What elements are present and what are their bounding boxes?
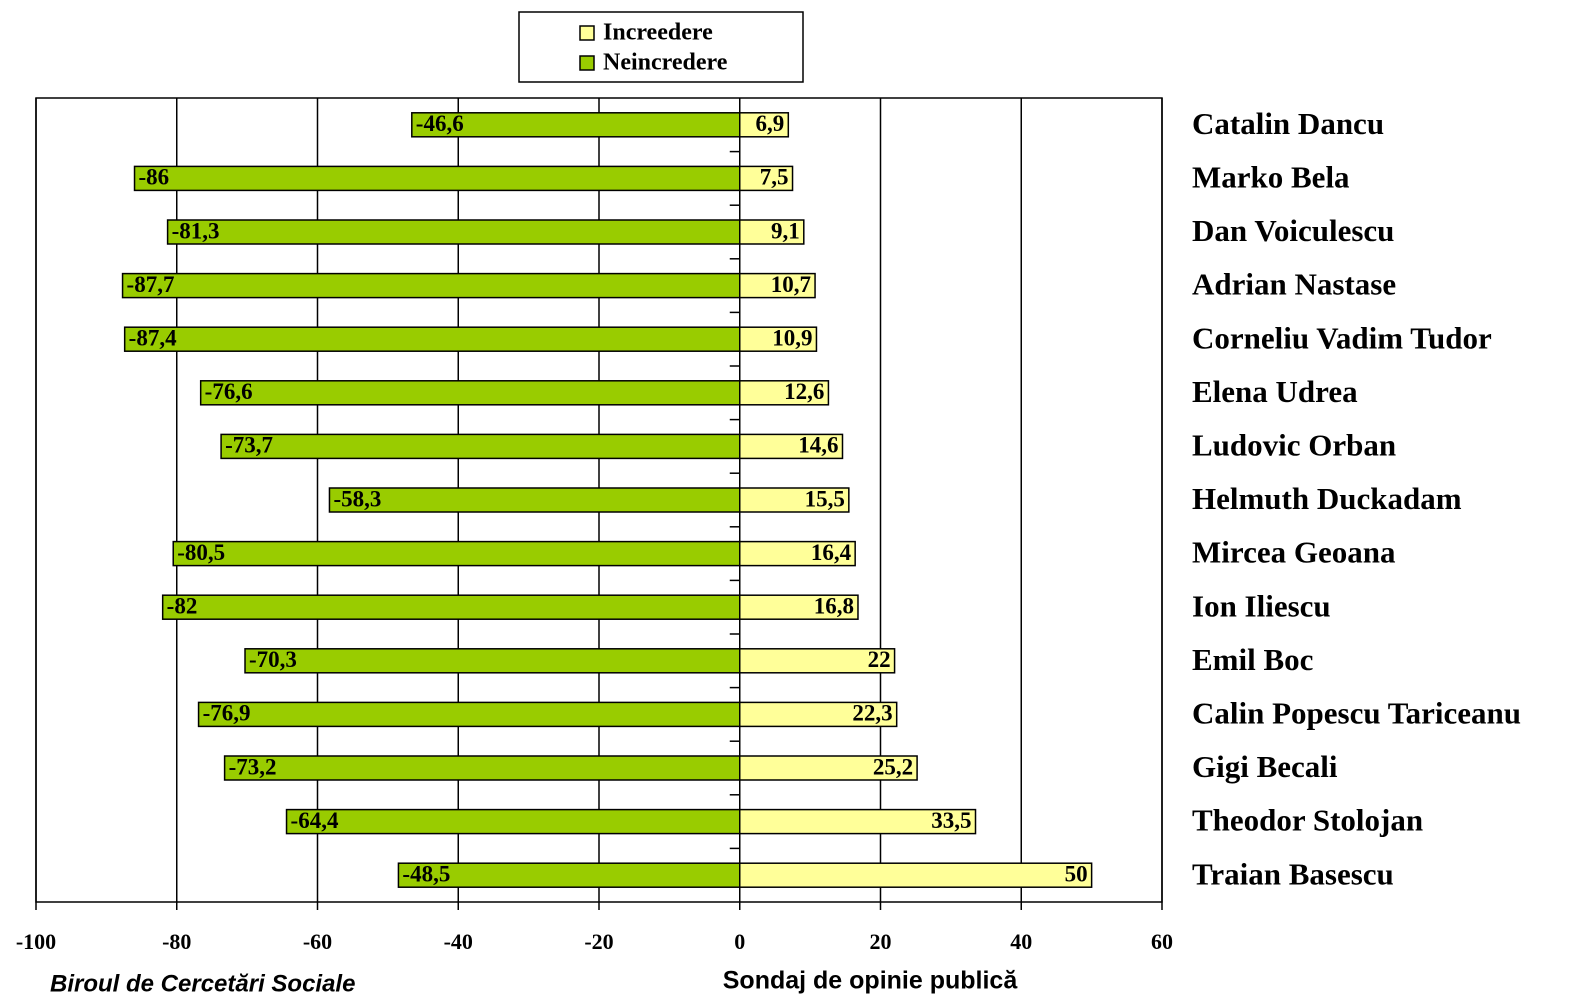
bar <box>121 272 741 299</box>
bar <box>739 540 856 567</box>
data-label: 16,4 <box>811 540 852 565</box>
bar <box>244 648 741 674</box>
data-label: -58,3 <box>333 486 381 511</box>
bar <box>161 594 741 620</box>
bar <box>739 487 850 513</box>
data-label: 10,7 <box>771 272 811 297</box>
category-label: Helmuth Duckadam <box>1192 481 1462 516</box>
x-tick-label: 20 <box>870 929 892 954</box>
bar <box>739 380 830 406</box>
category-label: Ludovic Orban <box>1192 428 1396 463</box>
bar <box>739 755 918 781</box>
legend-box <box>518 11 804 83</box>
legend-swatch <box>579 55 595 71</box>
data-label: 10,9 <box>772 325 812 350</box>
bar <box>739 594 859 620</box>
category-label: Theodor Stolojan <box>1192 803 1423 838</box>
bar <box>197 701 741 728</box>
bar <box>328 487 741 513</box>
category-label: Calin Popescu Tariceanu <box>1192 696 1521 731</box>
category-label: Marko Bela <box>1192 160 1350 195</box>
data-label: -76,6 <box>205 379 253 404</box>
bar <box>739 433 844 460</box>
data-label: -64,4 <box>291 808 339 833</box>
data-label: 16,8 <box>814 593 854 618</box>
bar <box>739 112 790 138</box>
category-label: Adrian Nastase <box>1192 267 1396 302</box>
legend-swatch <box>579 25 595 41</box>
data-label: -48,5 <box>402 861 450 886</box>
data-label: 25,2 <box>873 754 913 779</box>
data-label: -82 <box>167 593 198 618</box>
data-label: -76,9 <box>203 701 251 726</box>
bar <box>739 648 896 674</box>
bar <box>411 112 741 138</box>
bar <box>739 701 898 728</box>
data-label: 22 <box>868 647 891 672</box>
data-label: -81,3 <box>172 218 220 243</box>
bar <box>166 219 741 245</box>
category-label: Traian Basescu <box>1192 856 1394 891</box>
data-label: -87,4 <box>129 325 177 350</box>
x-tick-label: -20 <box>584 929 613 954</box>
bar <box>739 165 794 192</box>
x-tick-label: -80 <box>162 929 191 954</box>
data-label: 7,5 <box>760 165 789 190</box>
data-label: -46,6 <box>416 111 464 136</box>
bar <box>739 862 1093 888</box>
data-label: -73,2 <box>229 754 277 779</box>
bar <box>172 540 741 567</box>
category-label: Mircea Geoana <box>1192 535 1396 570</box>
category-label: Emil Boc <box>1192 642 1313 677</box>
data-label: -80,5 <box>177 540 225 565</box>
data-label: 22,3 <box>852 701 892 726</box>
category-label: Catalin Dancu <box>1192 106 1384 141</box>
data-label: 15,5 <box>805 486 845 511</box>
bar <box>199 380 741 406</box>
category-label: Corneliu Vadim Tudor <box>1192 320 1492 355</box>
data-label: 33,5 <box>931 808 971 833</box>
category-label: Gigi Becali <box>1192 749 1338 784</box>
data-label: 9,1 <box>771 218 800 243</box>
category-label: Elena Udrea <box>1192 374 1358 409</box>
x-tick-label: 60 <box>1151 929 1173 954</box>
bar <box>133 165 741 192</box>
data-label: 6,9 <box>756 111 785 136</box>
bar <box>123 326 741 352</box>
source-note: Biroul de Cercetări Sociale <box>50 970 355 997</box>
data-label: 12,6 <box>784 379 824 404</box>
x-tick-label: 40 <box>1010 929 1032 954</box>
data-label: 50 <box>1065 861 1088 886</box>
data-label: -86 <box>139 165 170 190</box>
category-label: Ion Iliescu <box>1192 588 1331 623</box>
bar <box>285 808 741 835</box>
x-tick-label: -40 <box>444 929 473 954</box>
bar <box>220 433 741 460</box>
legend-label: Neincredere <box>603 50 728 76</box>
bar <box>223 755 741 781</box>
x-tick-label: 0 <box>734 929 745 954</box>
data-label: -87,7 <box>127 272 175 297</box>
legend-label: Increedere <box>603 20 713 46</box>
x-tick-label: -100 <box>16 929 56 954</box>
x-tick-label: -60 <box>303 929 332 954</box>
data-label: -73,7 <box>225 433 273 458</box>
data-label: 14,6 <box>798 433 838 458</box>
bar <box>397 862 741 888</box>
footer-title: Sondaj de opinie publică <box>723 967 1019 995</box>
category-label: Dan Voiculescu <box>1192 213 1394 248</box>
data-label: -70,3 <box>249 647 297 672</box>
